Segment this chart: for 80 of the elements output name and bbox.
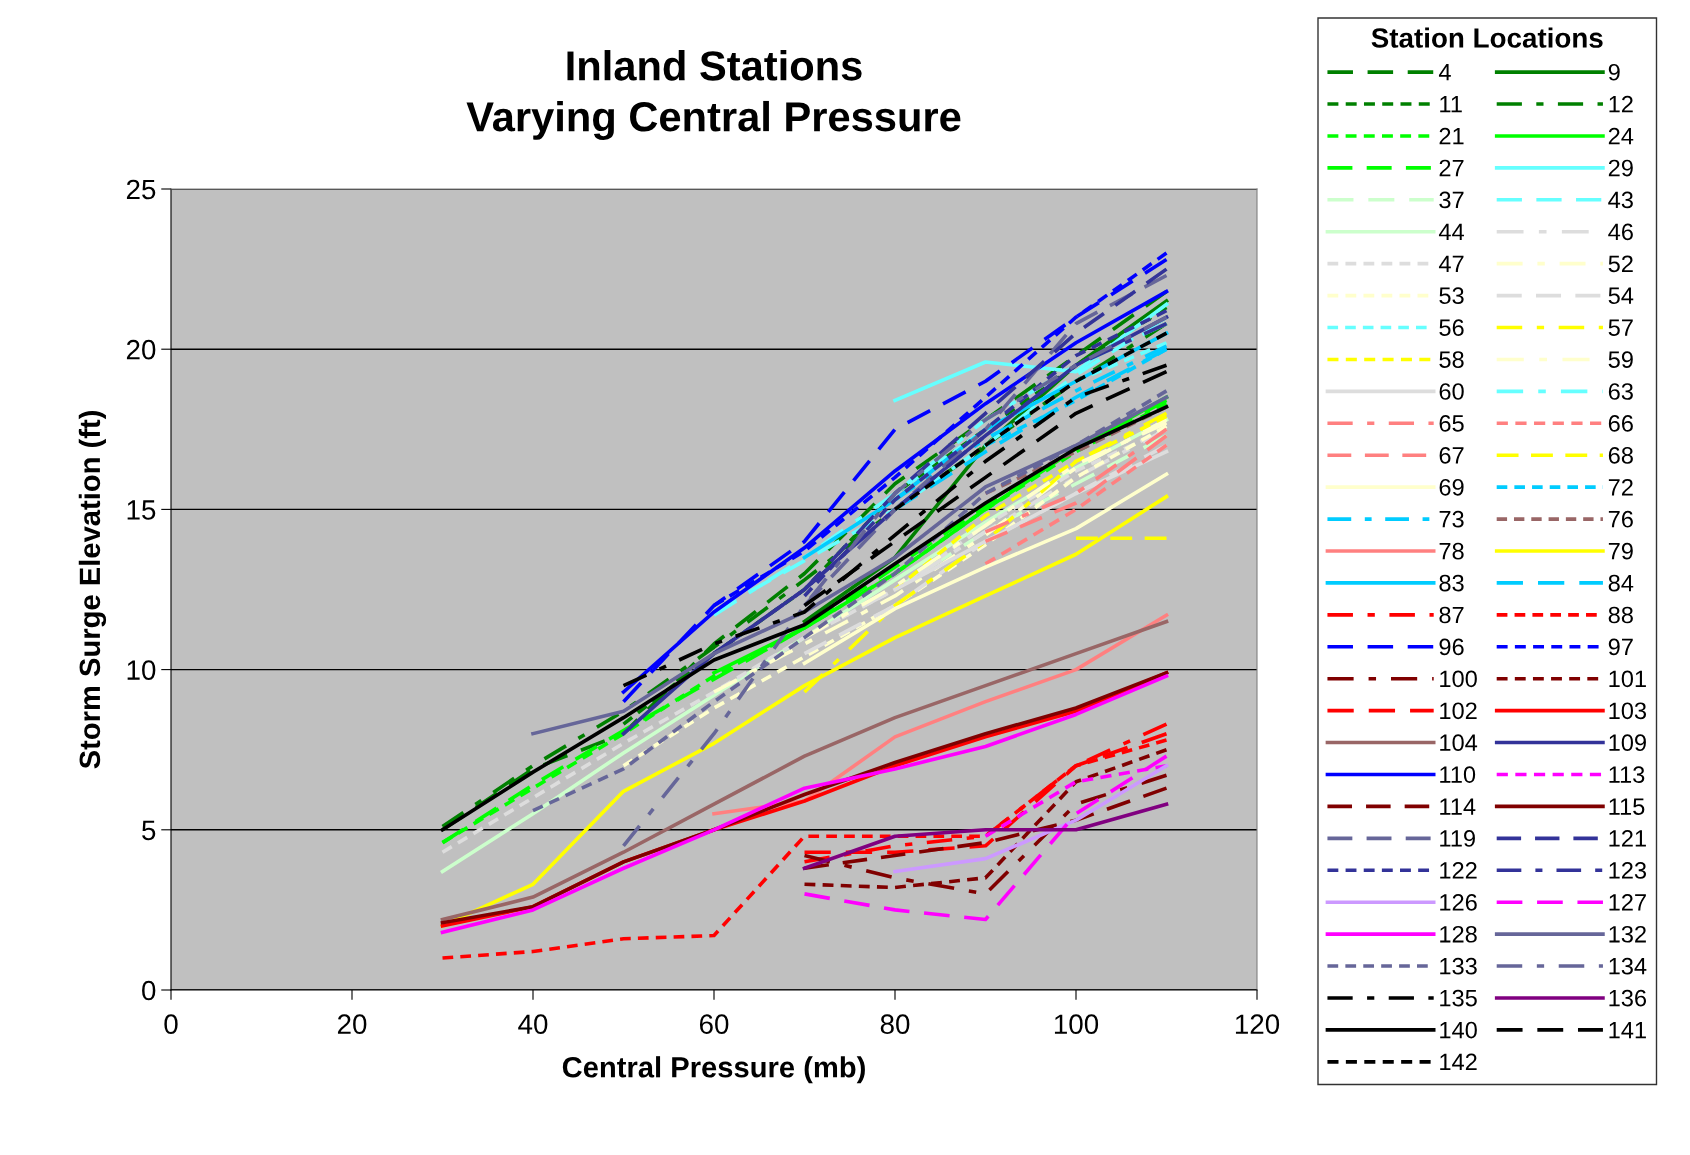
y-tick-label: 15 (127, 500, 156, 520)
legend-label: 73 (1439, 510, 1464, 528)
x-tick-label: 100 (1054, 1014, 1099, 1035)
legend-label: 136 (1609, 989, 1647, 1007)
legend-label: 27 (1439, 159, 1464, 177)
legend-label: 133 (1440, 957, 1477, 975)
x-tick-label: 80 (880, 1014, 910, 1035)
legend-label: 24 (1608, 127, 1634, 145)
legend-label: 47 (1438, 255, 1464, 272)
legend-label: 60 (1439, 383, 1464, 400)
legend-label: 9 (1608, 63, 1620, 81)
legend-label: 119 (1440, 830, 1475, 847)
legend-label: 104 (1440, 734, 1478, 752)
x-axis-title: Central Pressure (mb) (562, 1056, 865, 1084)
legend-label: 83 (1439, 574, 1464, 592)
legend-label: 79 (1608, 542, 1633, 560)
legend-label: 69 (1439, 478, 1464, 496)
legend-label: 140 (1440, 1021, 1477, 1039)
legend-label: 11 (1440, 96, 1462, 113)
y-tick-label: 10 (127, 660, 156, 680)
legend-label: 97 (1608, 638, 1633, 656)
x-tick-label: 60 (699, 1014, 729, 1035)
legend-label: 65 (1439, 415, 1464, 432)
legend-label: 135 (1440, 989, 1477, 1007)
y-axis-title: Storm Surge Elevation (ft) (78, 411, 107, 769)
x-tick-label: 20 (337, 1014, 367, 1035)
x-tick-label: 40 (518, 1014, 548, 1035)
legend-label: 12 (1609, 95, 1633, 113)
legend-label: 115 (1609, 798, 1645, 815)
legend-label: 113 (1609, 766, 1645, 783)
legend-label: 122 (1440, 862, 1477, 879)
legend-label: 123 (1609, 862, 1647, 879)
legend-label: 57 (1608, 319, 1633, 337)
legend-label: 141 (1609, 1021, 1646, 1039)
legend-label: 54 (1608, 287, 1634, 305)
y-tick-label: 25 (126, 179, 156, 200)
y-tick-label: 0 (142, 980, 156, 1001)
legend-label: 132 (1609, 925, 1646, 943)
legend-label: 46 (1608, 223, 1633, 241)
legend-label: 127 (1609, 893, 1646, 911)
legend-label: 101 (1609, 670, 1646, 688)
legend-label: 43 (1608, 191, 1633, 209)
legend-label: 134 (1609, 957, 1647, 975)
x-tick-label: 0 (164, 1014, 178, 1035)
legend-label: 58 (1439, 351, 1464, 368)
legend-label: 44 (1438, 223, 1464, 240)
legend-label: 102 (1440, 702, 1477, 720)
legend-label: 63 (1608, 383, 1633, 400)
legend-label: 100 (1440, 670, 1477, 688)
x-tick-label: 120 (1235, 1014, 1280, 1035)
legend-label: 68 (1608, 447, 1633, 464)
legend-label: 4 (1438, 64, 1451, 81)
legend-label: 126 (1440, 893, 1477, 911)
legend-label: 78 (1439, 542, 1464, 560)
legend-label: 109 (1609, 734, 1646, 752)
legend-label: 121 (1609, 830, 1646, 847)
legend-label: 72 (1608, 478, 1633, 496)
legend-label: 52 (1608, 255, 1633, 273)
legend-label: 67 (1439, 447, 1464, 464)
legend-label: 56 (1439, 319, 1464, 337)
legend-label: 114 (1440, 798, 1476, 815)
legend-label: 37 (1439, 191, 1464, 209)
legend-label: 103 (1609, 702, 1647, 720)
legend-label: 142 (1440, 1053, 1477, 1071)
y-tick-label: 20 (126, 339, 156, 360)
legend-label: 84 (1608, 574, 1634, 592)
legend-label: 96 (1439, 638, 1464, 656)
legend-label: 59 (1608, 351, 1633, 368)
legend-label: 66 (1608, 415, 1633, 432)
legend-label: 88 (1608, 606, 1633, 624)
legend-label: 76 (1608, 510, 1633, 528)
chart-title: Inland Stations Varying Central Pressure (466, 50, 961, 140)
legend-label: 29 (1608, 159, 1633, 177)
legend-label: 21 (1439, 127, 1464, 145)
legend-label: 128 (1440, 925, 1477, 943)
legend-title: Station Locations (1371, 27, 1603, 48)
legend-label: 87 (1439, 606, 1464, 624)
y-tick-label: 5 (142, 820, 156, 841)
legend-label: 53 (1439, 287, 1464, 305)
legend-label: 110 (1440, 766, 1476, 783)
